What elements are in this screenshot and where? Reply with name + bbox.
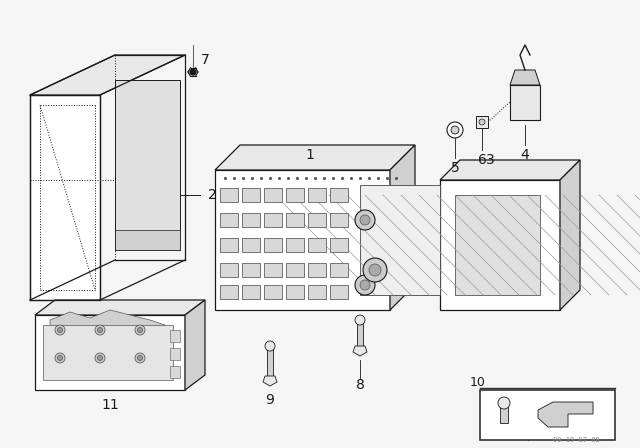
Polygon shape: [428, 270, 440, 290]
Polygon shape: [215, 145, 415, 170]
Circle shape: [55, 353, 65, 363]
Polygon shape: [510, 85, 540, 120]
Bar: [308, 188, 326, 202]
Circle shape: [97, 327, 102, 332]
Polygon shape: [510, 70, 540, 85]
Circle shape: [55, 325, 65, 335]
Bar: [43, 325, 173, 380]
Polygon shape: [215, 170, 390, 310]
Bar: [220, 213, 238, 227]
Text: 9: 9: [266, 393, 275, 407]
Bar: [264, 188, 282, 202]
Bar: [330, 238, 348, 252]
Circle shape: [363, 258, 387, 282]
Circle shape: [190, 69, 196, 75]
Bar: [480, 390, 615, 440]
Bar: [220, 238, 238, 252]
Bar: [242, 213, 260, 227]
Circle shape: [355, 315, 365, 325]
Bar: [360, 185, 440, 295]
Polygon shape: [440, 180, 560, 310]
Polygon shape: [267, 348, 273, 376]
Polygon shape: [30, 95, 100, 300]
Polygon shape: [560, 160, 580, 310]
Bar: [220, 188, 238, 202]
Circle shape: [360, 280, 370, 290]
Bar: [242, 285, 260, 299]
Bar: [220, 285, 238, 299]
Bar: [264, 263, 282, 277]
Polygon shape: [357, 322, 363, 346]
Bar: [242, 188, 260, 202]
Bar: [286, 213, 304, 227]
Bar: [170, 348, 180, 360]
Bar: [308, 263, 326, 277]
Bar: [264, 213, 282, 227]
Bar: [330, 213, 348, 227]
Bar: [330, 263, 348, 277]
Circle shape: [95, 325, 105, 335]
Bar: [242, 238, 260, 252]
Circle shape: [355, 275, 375, 295]
Circle shape: [135, 325, 145, 335]
Circle shape: [58, 356, 63, 361]
Bar: [308, 285, 326, 299]
Polygon shape: [185, 300, 205, 390]
Polygon shape: [30, 55, 185, 95]
Text: 2: 2: [207, 188, 216, 202]
Bar: [308, 213, 326, 227]
Text: 1: 1: [305, 148, 314, 162]
Bar: [286, 285, 304, 299]
Bar: [476, 116, 488, 128]
Bar: [330, 188, 348, 202]
Bar: [455, 195, 540, 295]
Circle shape: [451, 126, 459, 134]
Text: 10: 10: [470, 375, 486, 388]
Text: 4: 4: [520, 148, 529, 162]
Text: 3: 3: [486, 153, 494, 167]
Polygon shape: [440, 160, 580, 180]
Text: 7: 7: [200, 53, 209, 67]
Circle shape: [360, 215, 370, 225]
Polygon shape: [115, 80, 180, 250]
Polygon shape: [263, 376, 277, 386]
Polygon shape: [50, 310, 165, 335]
Bar: [286, 188, 304, 202]
Text: 5: 5: [451, 161, 460, 175]
Circle shape: [58, 327, 63, 332]
Bar: [308, 238, 326, 252]
Polygon shape: [538, 402, 593, 427]
Circle shape: [265, 341, 275, 351]
Circle shape: [138, 327, 143, 332]
Polygon shape: [35, 315, 185, 390]
Polygon shape: [390, 145, 415, 310]
Circle shape: [95, 353, 105, 363]
Bar: [286, 263, 304, 277]
Bar: [220, 263, 238, 277]
Circle shape: [138, 356, 143, 361]
Circle shape: [355, 210, 375, 230]
Circle shape: [498, 397, 510, 409]
Polygon shape: [428, 205, 440, 225]
Text: 8: 8: [356, 378, 364, 392]
Text: 6: 6: [477, 153, 486, 167]
Text: 11: 11: [101, 398, 119, 412]
Circle shape: [369, 264, 381, 276]
Bar: [500, 405, 508, 423]
Bar: [242, 263, 260, 277]
Text: 00 19 07 08: 00 19 07 08: [553, 437, 600, 443]
Bar: [264, 238, 282, 252]
Bar: [170, 366, 180, 378]
Bar: [170, 330, 180, 342]
Bar: [286, 238, 304, 252]
Bar: [264, 285, 282, 299]
Circle shape: [479, 119, 485, 125]
Circle shape: [447, 122, 463, 138]
Bar: [330, 285, 348, 299]
Polygon shape: [353, 346, 367, 356]
Circle shape: [97, 356, 102, 361]
Polygon shape: [35, 300, 205, 315]
Circle shape: [135, 353, 145, 363]
Polygon shape: [115, 230, 180, 250]
